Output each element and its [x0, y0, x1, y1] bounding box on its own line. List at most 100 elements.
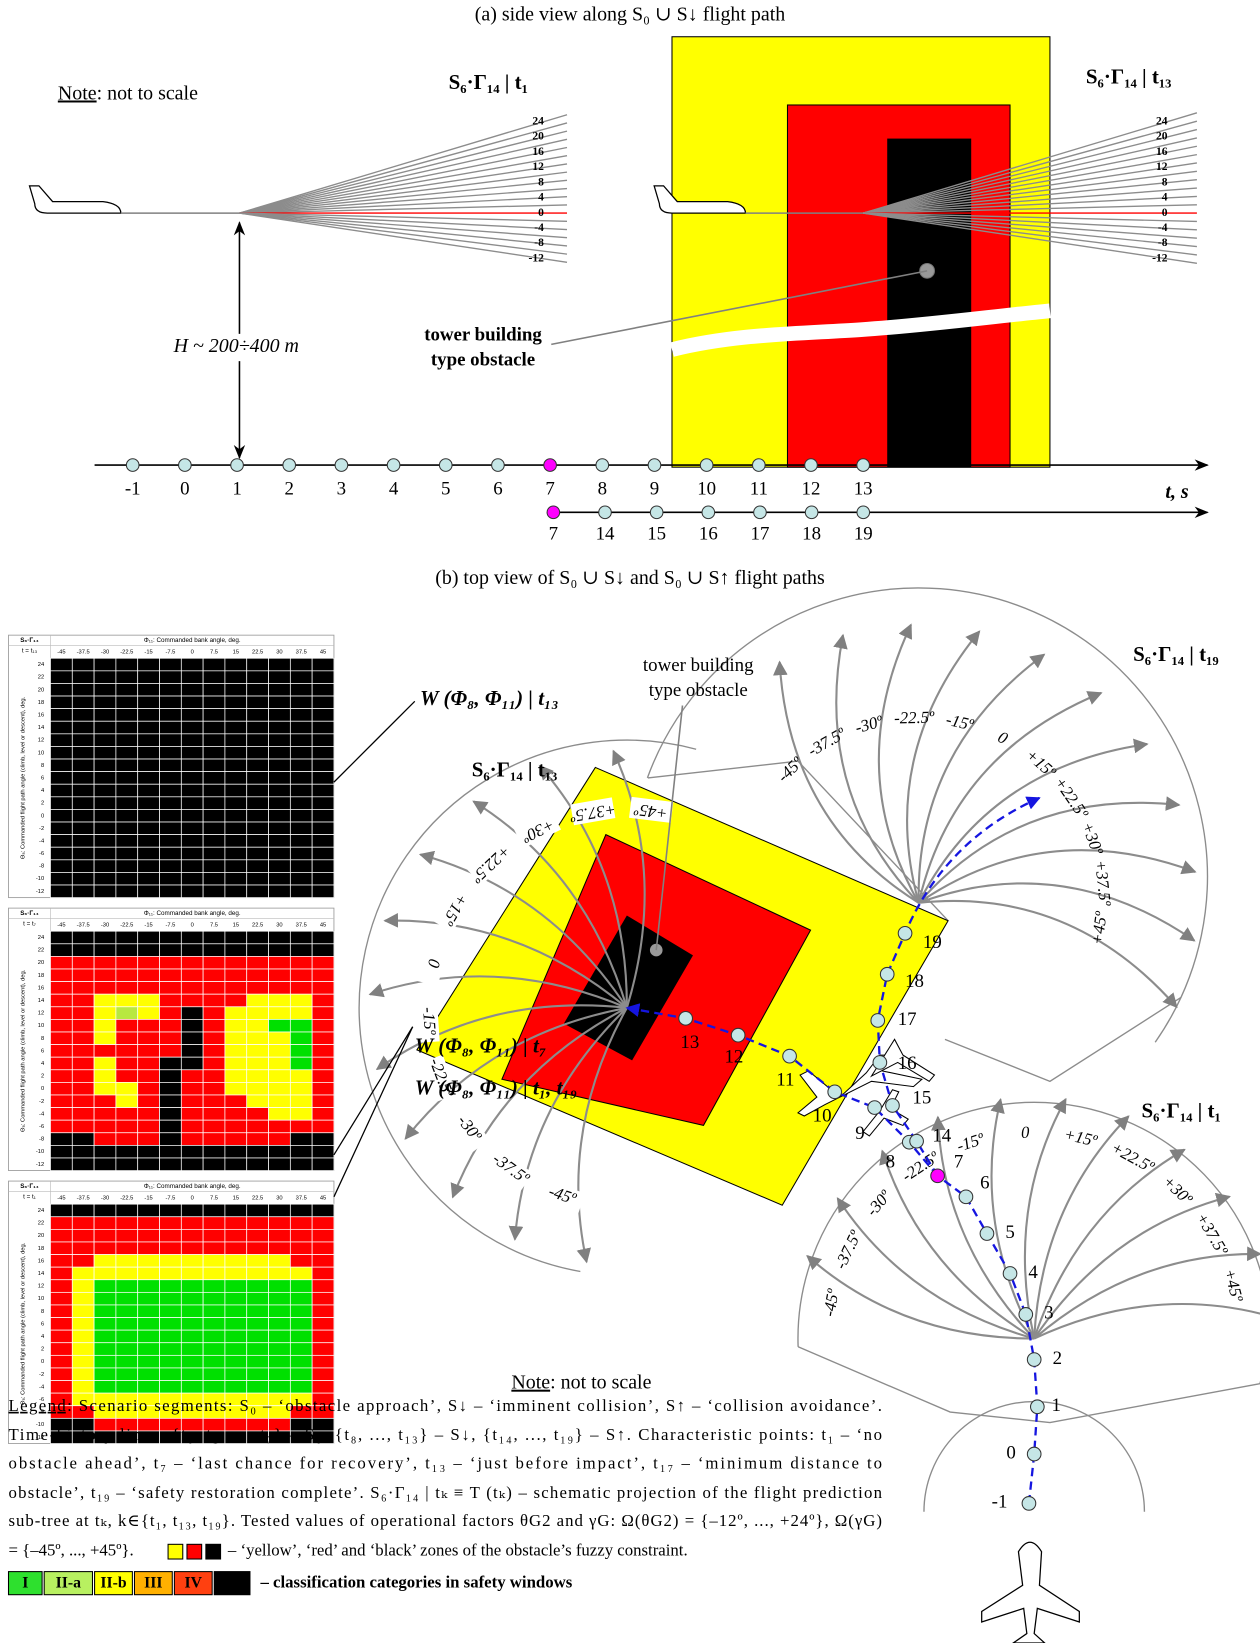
fan-label: 16	[1156, 146, 1168, 158]
window-cell	[72, 1305, 94, 1318]
point-label: 4	[1028, 1262, 1038, 1283]
window-cell	[160, 1330, 182, 1343]
window-cell	[72, 835, 94, 848]
window-cell	[225, 1070, 247, 1083]
window-cell	[72, 885, 94, 898]
window-cell	[290, 931, 312, 944]
window-cell	[312, 847, 334, 860]
window-cell	[247, 1330, 269, 1343]
window-cell	[312, 1343, 334, 1356]
window-cell	[116, 969, 138, 982]
point-label: 15	[912, 1088, 931, 1109]
window-cell	[50, 1070, 72, 1083]
window-cell	[225, 721, 247, 734]
time-point	[805, 459, 818, 472]
window-cell	[138, 822, 160, 835]
point-label: 9	[855, 1123, 864, 1144]
row-label: 2	[41, 1074, 44, 1080]
window-cell	[290, 1007, 312, 1020]
window-cell	[290, 809, 312, 822]
row-label: 12	[38, 738, 44, 744]
window-cell	[247, 721, 269, 734]
window-cell	[312, 671, 334, 684]
row-label: 20	[38, 687, 44, 693]
row-label: 24	[38, 1208, 45, 1214]
window-cell	[312, 931, 334, 944]
window-cell	[72, 944, 94, 957]
window-cell	[203, 1108, 225, 1121]
window-cell	[94, 885, 116, 898]
fan-label: 4	[1162, 192, 1168, 204]
window-cell	[290, 956, 312, 969]
window-cell	[269, 872, 291, 885]
window-cell	[247, 1343, 269, 1356]
column-label: -7.5	[165, 1195, 175, 1201]
window-cell	[269, 994, 291, 1007]
window-cell	[269, 969, 291, 982]
window-cell	[269, 1255, 291, 1268]
window-cell	[269, 1381, 291, 1394]
window-cell	[50, 1032, 72, 1045]
fan-label: -4	[534, 222, 544, 234]
column-label: -7.5	[165, 649, 175, 655]
window-cell	[203, 759, 225, 772]
window-cell	[269, 931, 291, 944]
window-cell	[116, 1082, 138, 1095]
point-label: 8	[886, 1152, 895, 1173]
fan-line	[239, 213, 567, 246]
window-cell	[225, 969, 247, 982]
window-cell	[225, 822, 247, 835]
window-cell	[138, 944, 160, 957]
window-cell	[50, 734, 72, 747]
window-cell	[94, 1368, 116, 1381]
window-cell	[138, 1343, 160, 1356]
time-point	[596, 459, 609, 472]
column-label: -37.5	[77, 1195, 90, 1201]
window-cell	[50, 1108, 72, 1121]
window-cell	[312, 860, 334, 873]
column-label: 0	[191, 649, 194, 655]
flight-path	[938, 1176, 1038, 1504]
time-label: 8	[598, 479, 607, 500]
window-cell	[116, 1108, 138, 1121]
window-cell	[116, 658, 138, 671]
window-cell	[181, 1355, 203, 1368]
window-cell	[138, 1120, 160, 1133]
window-cell	[160, 809, 182, 822]
category-text: – classification categories in safety wi…	[259, 1573, 572, 1592]
window-cell	[160, 1368, 182, 1381]
window-cell	[269, 797, 291, 810]
window-cell	[290, 671, 312, 684]
window-cell	[312, 982, 334, 995]
window-cell	[181, 709, 203, 722]
column-label: 45	[320, 649, 326, 655]
fan-line	[239, 139, 567, 213]
window-cell	[247, 835, 269, 848]
path-point	[783, 1049, 797, 1063]
obstacle-label: type obstacle	[431, 349, 535, 370]
window-cell	[138, 1133, 160, 1146]
window-cell	[94, 1318, 116, 1331]
time-point	[126, 459, 139, 472]
window-cell	[312, 1158, 334, 1171]
row-label: -4	[39, 838, 45, 844]
window-cell	[225, 784, 247, 797]
window-cell	[225, 1204, 247, 1217]
window-cell	[269, 1280, 291, 1293]
path-point	[1022, 1497, 1036, 1511]
window-cell	[138, 1280, 160, 1293]
column-label: 15	[233, 649, 239, 655]
window-cell	[247, 683, 269, 696]
window-cell	[225, 931, 247, 944]
window-cell	[312, 746, 334, 759]
window-cell	[116, 1133, 138, 1146]
row-label: -10	[36, 876, 44, 882]
window-cell	[160, 721, 182, 734]
point-label: 18	[905, 971, 924, 992]
window-cell	[225, 860, 247, 873]
window-cell	[290, 797, 312, 810]
window-cell	[160, 885, 182, 898]
window-cell	[116, 1070, 138, 1083]
y-title: Θ₈: Commanded flight path angle (climb, …	[21, 696, 27, 859]
window-cell	[94, 784, 116, 797]
